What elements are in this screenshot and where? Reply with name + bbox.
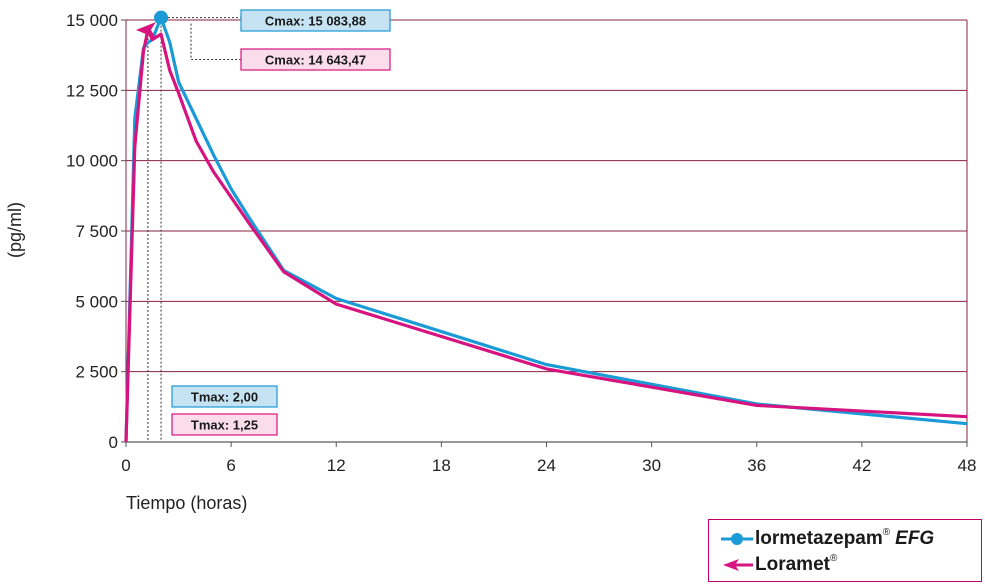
tmax-box-lormetazepam-text: Tmax: 2,00 (191, 390, 258, 405)
y-tick-label: 15 000 (66, 11, 118, 30)
y-tick-label: 5 000 (75, 292, 118, 311)
cmax-box-loramet: Cmax: 14 643,47 (240, 48, 391, 71)
arrow-marker-icon (723, 559, 753, 571)
cmax-marker-loramet (135, 22, 156, 39)
y-tick-label: 2 500 (75, 363, 118, 382)
legend-label: Loramet® (755, 552, 838, 575)
x-tick-label: 0 (121, 456, 130, 475)
y-tick-label: 7 500 (75, 222, 118, 241)
x-tick-label: 24 (537, 456, 556, 475)
tmax-box-loramet-text: Tmax: 1,25 (191, 418, 258, 433)
axis-ticks: 0 2 500 5 000 7 500 10 000 12 500 15 000 0 6 12 18… (66, 11, 976, 475)
x-axis-title: Tiempo (horas) (126, 493, 247, 513)
series-markers (135, 10, 169, 39)
annotation-boxes: Cmax: 15 083,88 Cmax: 14 643,47 Tmax: 2,00… (171, 9, 391, 436)
tmax-box-loramet: Tmax: 1,25 (171, 413, 278, 436)
x-tick-label: 36 (747, 456, 766, 475)
x-tick-label: 42 (852, 456, 871, 475)
tmax-box-lormetazepam-bg (171, 385, 278, 408)
pk-line-chart: 0 2 500 5 000 7 500 10 000 12 500 15 000 0 6 12 18… (5, 9, 976, 513)
tmax-box-loramet-bg (171, 413, 278, 436)
x-tick-label: 18 (432, 456, 451, 475)
x-tick-label: 12 (327, 456, 346, 475)
y-tick-label: 0 (109, 433, 118, 452)
cmax-box-lormetazepam-text: Cmax: 15 083,88 (265, 14, 366, 29)
legend: lormetazepam® EFG Loramet® (708, 519, 982, 582)
cmax-box-loramet-text: Cmax: 14 643,47 (265, 53, 366, 68)
series-line-loramet (124, 28, 968, 443)
legend-item-loramet: Loramet® (719, 552, 838, 576)
circle-marker-icon (721, 533, 753, 545)
y-tick-label: 12 500 (66, 81, 118, 100)
cmax-box-lormetazepam: Cmax: 15 083,88 (240, 9, 391, 32)
legend-label: lormetazepam® (755, 526, 891, 549)
guide-lines (147, 17, 241, 442)
legend-item-lormetazepam: lormetazepam® EFG (719, 526, 935, 550)
cmax-marker-lormetazepam (154, 10, 169, 25)
gridlines (125, 19, 968, 443)
series-lines (124, 16, 968, 443)
y-tick-label: 10 000 (66, 152, 118, 171)
cmax-box-lormetazepam-bg (240, 9, 391, 32)
tmax-box-lormetazepam: Tmax: 2,00 (171, 385, 278, 408)
x-tick-label: 6 (226, 456, 235, 475)
cmax-leader-loramet (190, 23, 241, 60)
legend-label-suffix: EFG (895, 528, 935, 549)
x-tick-label: 30 (642, 456, 661, 475)
cmax-box-loramet-bg (240, 48, 391, 71)
x-tick-label: 48 (958, 456, 977, 475)
y-axis-title: (pg/ml) (5, 202, 25, 258)
